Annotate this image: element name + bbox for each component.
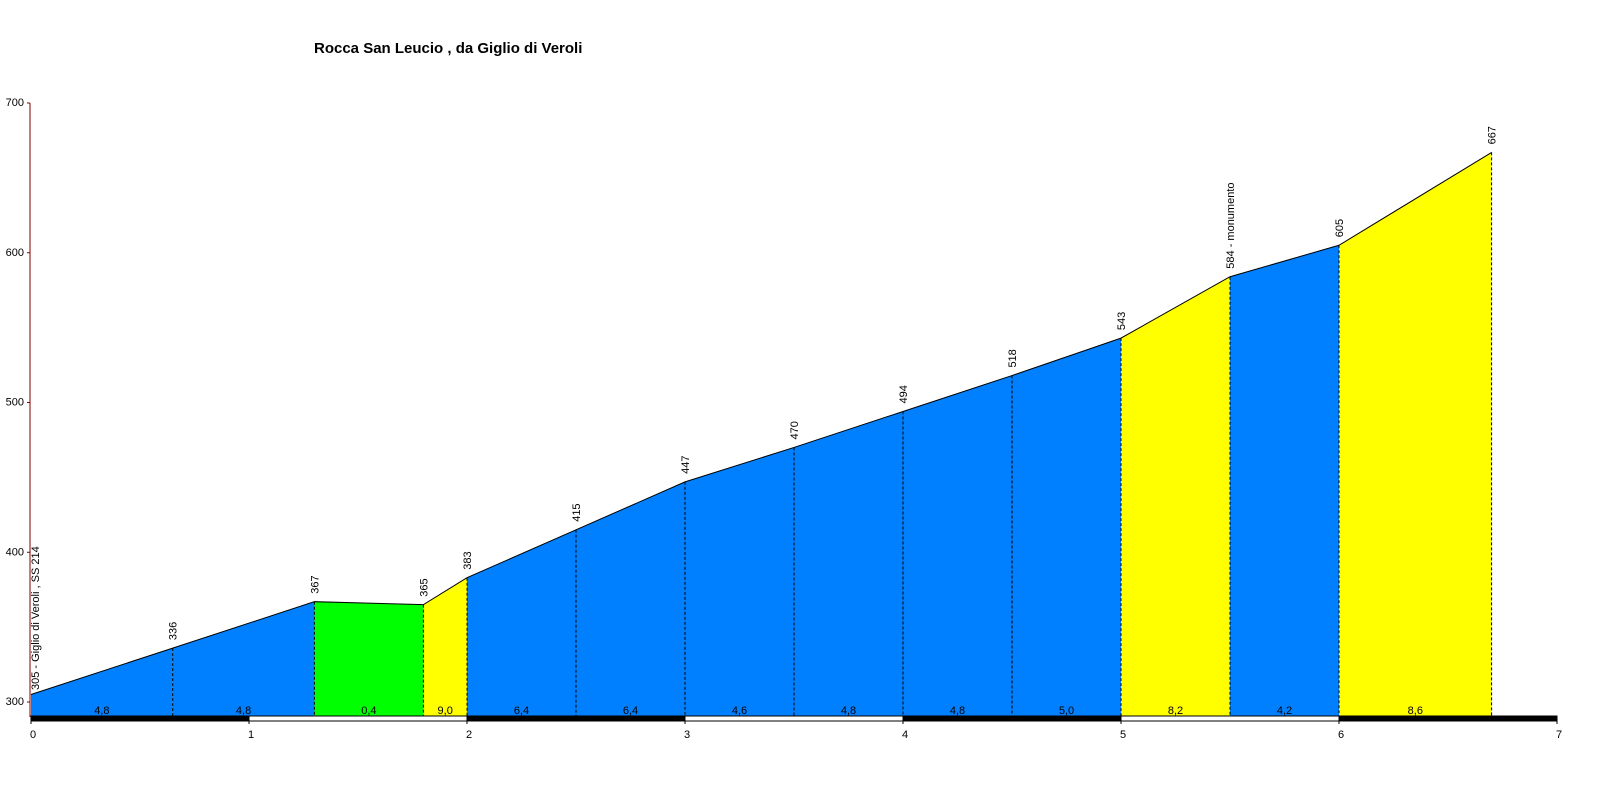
km-bar [902,715,1122,722]
point-label: 447 [680,456,692,474]
chart-title: Rocca San Leucio , da Giglio di Veroli [314,40,582,57]
y-tick-label: 700 [6,97,24,109]
point-label: 383 [462,551,474,569]
gradient-label: 4,8 [950,705,965,717]
point-label: 415 [571,503,583,521]
segment-area [1230,245,1339,717]
gradient-label: 4,8 [841,705,856,717]
segment-area [685,447,794,717]
gradient-label: 4,6 [732,705,747,717]
gradient-label: 5,0 [1059,705,1074,717]
km-bar [30,715,250,722]
km-bar [466,715,686,722]
point-label: 336 [168,622,180,640]
x-tick-label: 6 [1338,729,1344,741]
y-tick-label: 500 [6,397,24,409]
profile-line [30,151,1492,696]
segment-area [314,601,424,717]
y-tick-label: 600 [6,247,24,259]
gradient-label: 4,8 [236,705,251,717]
point-label: 367 [309,575,321,593]
segment-area [423,577,467,717]
gradient-label: 4,8 [94,705,109,717]
segment-area [467,529,576,717]
point-label: 365 [418,578,430,596]
km-bar [1120,715,1340,722]
x-tick-label: 5 [1120,729,1126,741]
point-label: 667 [1487,126,1499,144]
x-tick-label: 3 [684,729,690,741]
km-bar [684,715,904,722]
segment-area [31,648,173,717]
y-tick-label: 300 [6,696,24,708]
km-bar [248,715,468,722]
segment-area [794,411,903,717]
point-label: 584 - monumento [1225,182,1237,268]
point-label: 305 - Giglio di Veroli , SS 214 [30,546,42,690]
segment-area [576,481,685,717]
x-tick-label: 0 [30,729,36,741]
y-tick-label: 400 [6,546,24,558]
gradient-label: 8,2 [1168,705,1183,717]
gradient-label: 6,4 [623,705,638,717]
gradient-label: 9,0 [438,705,453,717]
segment-area [172,601,315,717]
gradient-label: 8,6 [1408,705,1423,717]
x-tick-label: 2 [466,729,472,741]
gradient-label: 6,4 [514,705,529,717]
segment-area [1012,338,1121,717]
point-label: 470 [789,421,801,439]
point-label: 605 [1334,219,1346,237]
x-tick-label: 1 [248,729,254,741]
segment-area [1339,152,1492,718]
gradient-label: 4,2 [1277,705,1292,717]
segment-area [1121,276,1230,717]
km-bar [1338,715,1558,722]
x-tick-label: 4 [902,729,908,741]
point-label: 494 [898,385,910,403]
point-label: 543 [1116,312,1128,330]
gradient-label: 0,4 [361,705,376,717]
point-label: 518 [1007,349,1019,367]
segment-area [903,375,1012,717]
x-tick-label: 7 [1556,729,1562,741]
